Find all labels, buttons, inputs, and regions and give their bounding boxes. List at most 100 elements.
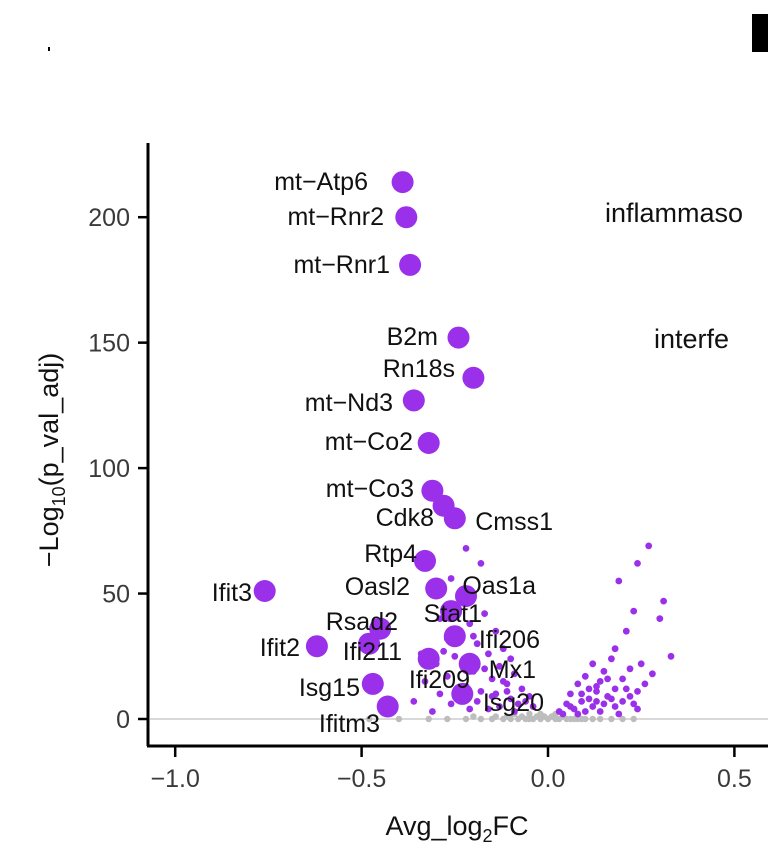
point-significant	[611, 645, 619, 653]
point-significant	[492, 627, 500, 635]
point-significant	[507, 695, 515, 703]
point-significant	[637, 660, 645, 668]
point-nonsignificant	[630, 715, 637, 723]
point-significant	[578, 698, 585, 705]
point-nonsignificant	[365, 715, 373, 723]
point-nonsignificant	[477, 715, 485, 723]
corner-mark	[48, 47, 50, 51]
point-significant	[488, 693, 496, 700]
point-significant	[499, 678, 507, 685]
point-significant	[641, 680, 649, 688]
point-significant	[622, 685, 630, 693]
point-significant	[514, 700, 522, 708]
point-significant	[608, 695, 615, 703]
gene-label: mt−Co3	[326, 475, 414, 503]
point-significant	[443, 672, 451, 680]
gene-label: Oasl2	[345, 573, 410, 601]
x-tick-label: 0.5	[717, 765, 752, 793]
gene-label: Stat1	[424, 600, 482, 628]
gene-point	[358, 632, 381, 655]
point-nonsignificant	[582, 715, 589, 723]
gene-point	[369, 617, 392, 640]
point-significant	[567, 690, 574, 698]
gene-point	[376, 695, 399, 718]
gene-label: Rn18s	[383, 355, 455, 383]
gene-label: B2m	[387, 323, 438, 351]
gene-point	[462, 366, 485, 389]
point-significant	[615, 577, 623, 585]
gene-label: mt−Rnr1	[293, 251, 390, 279]
gene-point	[417, 647, 440, 670]
gene-label: Oas1a	[462, 572, 536, 600]
gene-point	[414, 549, 436, 572]
point-significant	[496, 662, 503, 670]
point-significant	[470, 632, 477, 640]
point-significant	[429, 708, 436, 715]
point-significant	[447, 575, 455, 582]
point-significant	[608, 655, 615, 663]
point-significant	[585, 685, 593, 693]
point-significant	[611, 685, 619, 693]
point-significant	[619, 675, 626, 683]
point-significant	[596, 708, 604, 715]
point-nonsignificant	[470, 713, 477, 720]
x-tick-label: −1.0	[151, 765, 200, 793]
point-significant	[574, 680, 582, 688]
x-tick-label: 0.0	[531, 765, 566, 793]
gene-label: Rtp4	[364, 540, 417, 568]
point-nonsignificant	[395, 715, 403, 723]
point-significant	[615, 710, 623, 718]
point-nonsignificant	[503, 713, 511, 720]
point-significant	[466, 620, 474, 628]
point-significant	[596, 678, 604, 685]
gene-label: Ifit3	[212, 579, 252, 607]
point-significant	[667, 652, 675, 660]
gene-point	[443, 625, 466, 648]
point-significant	[451, 652, 459, 660]
point-nonsignificant	[597, 715, 604, 723]
point-significant	[485, 650, 492, 658]
point-significant	[499, 645, 507, 653]
y-tick-label: 200	[88, 204, 130, 232]
point-significant	[593, 688, 600, 695]
point-significant	[511, 670, 518, 678]
point-significant	[593, 683, 600, 690]
panel-letter-fragment	[752, 14, 768, 52]
point-significant	[574, 710, 582, 718]
gene-point	[402, 389, 425, 412]
point-significant	[526, 693, 533, 700]
point-nonsignificant	[462, 715, 470, 723]
point-significant	[649, 670, 656, 678]
point-nonsignificant	[518, 713, 526, 720]
gene-label: Ifi211	[343, 638, 402, 666]
point-significant	[496, 703, 503, 710]
point-significant	[626, 693, 634, 700]
point-significant	[522, 698, 529, 705]
gene-label: Cmss1	[475, 508, 553, 536]
gene-point	[458, 652, 481, 675]
gene-point	[391, 171, 414, 194]
gene-label: mt−Nd3	[305, 389, 393, 417]
point-nonsignificant	[589, 715, 596, 723]
gene-label: Ifit2	[260, 634, 300, 662]
point-significant	[660, 597, 667, 605]
y-tick-label: 150	[88, 330, 130, 358]
gene-point	[443, 507, 466, 530]
point-significant	[600, 700, 608, 708]
gene-point	[455, 585, 477, 608]
gene-label: Rsad2	[326, 608, 398, 636]
point-nonsignificant	[526, 710, 533, 718]
gene-label: Ifitm3	[319, 710, 380, 738]
y-tick-label: 0	[116, 706, 130, 734]
point-significant	[581, 708, 589, 715]
point-significant	[645, 542, 653, 550]
gene-label: Ifi206	[479, 626, 540, 654]
gene-point	[451, 682, 474, 705]
point-nonsignificant	[608, 715, 615, 723]
y-axis-title: −Log10(p_val_adj)	[34, 353, 69, 567]
gene-point	[440, 600, 463, 623]
x-axis-title: Avg_log2FC	[385, 811, 528, 846]
point-significant	[436, 615, 444, 622]
point-significant	[630, 607, 638, 615]
